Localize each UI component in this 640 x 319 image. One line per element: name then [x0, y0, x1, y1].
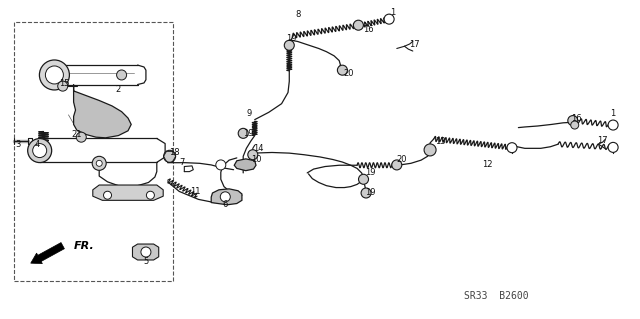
- Polygon shape: [211, 189, 242, 205]
- Text: 18: 18: [169, 148, 179, 157]
- Text: 13: 13: [435, 137, 445, 146]
- Circle shape: [238, 128, 248, 138]
- Circle shape: [40, 60, 69, 90]
- Polygon shape: [31, 242, 65, 263]
- Text: 11: 11: [190, 187, 200, 196]
- Circle shape: [58, 81, 68, 91]
- Text: 19: 19: [243, 129, 253, 138]
- Text: 2: 2: [116, 85, 121, 94]
- Text: 7: 7: [179, 158, 184, 167]
- Circle shape: [216, 160, 226, 170]
- Text: 4: 4: [35, 140, 40, 149]
- Circle shape: [28, 138, 52, 163]
- Polygon shape: [132, 244, 159, 260]
- Circle shape: [116, 70, 127, 80]
- Circle shape: [571, 121, 579, 129]
- Polygon shape: [234, 159, 256, 171]
- Circle shape: [248, 150, 258, 160]
- Circle shape: [104, 191, 111, 199]
- Text: 16: 16: [571, 114, 581, 123]
- Circle shape: [33, 144, 47, 158]
- Circle shape: [424, 144, 436, 156]
- Circle shape: [392, 160, 402, 170]
- Text: 19: 19: [365, 168, 375, 177]
- Text: 20: 20: [397, 155, 407, 164]
- Circle shape: [358, 174, 369, 184]
- Circle shape: [608, 142, 618, 152]
- Circle shape: [507, 143, 517, 153]
- Circle shape: [361, 188, 371, 198]
- Circle shape: [76, 132, 86, 142]
- Text: SR33  B2600: SR33 B2600: [464, 291, 528, 301]
- Text: 3: 3: [15, 140, 20, 149]
- Text: 12: 12: [483, 160, 493, 169]
- Text: 9: 9: [247, 109, 252, 118]
- Circle shape: [608, 120, 618, 130]
- Circle shape: [147, 191, 154, 199]
- Text: 19: 19: [286, 34, 296, 43]
- Text: FR.: FR.: [74, 241, 94, 251]
- Circle shape: [353, 20, 364, 30]
- Text: 20: 20: [344, 69, 354, 78]
- Circle shape: [220, 192, 230, 202]
- Text: 10: 10: [251, 155, 261, 164]
- Text: 6: 6: [223, 200, 228, 209]
- Text: 1: 1: [611, 109, 616, 118]
- Circle shape: [96, 160, 102, 166]
- Circle shape: [141, 247, 151, 257]
- Circle shape: [337, 65, 348, 75]
- Text: 1: 1: [390, 8, 395, 17]
- Text: 5: 5: [143, 257, 148, 266]
- Text: 21: 21: [72, 130, 82, 139]
- Text: 17: 17: [410, 40, 420, 48]
- Circle shape: [384, 14, 394, 24]
- Text: 16: 16: [363, 25, 373, 34]
- Text: 17: 17: [598, 137, 608, 145]
- Text: 14: 14: [253, 144, 263, 153]
- Circle shape: [92, 156, 106, 170]
- Text: 15: 15: [59, 79, 69, 88]
- Circle shape: [45, 66, 63, 84]
- Circle shape: [284, 40, 294, 50]
- Text: 19: 19: [365, 189, 375, 197]
- Bar: [14, 22, 173, 281]
- Polygon shape: [74, 85, 131, 138]
- Text: 8: 8: [295, 10, 300, 19]
- Circle shape: [164, 150, 175, 162]
- Polygon shape: [93, 185, 163, 200]
- Circle shape: [568, 115, 578, 126]
